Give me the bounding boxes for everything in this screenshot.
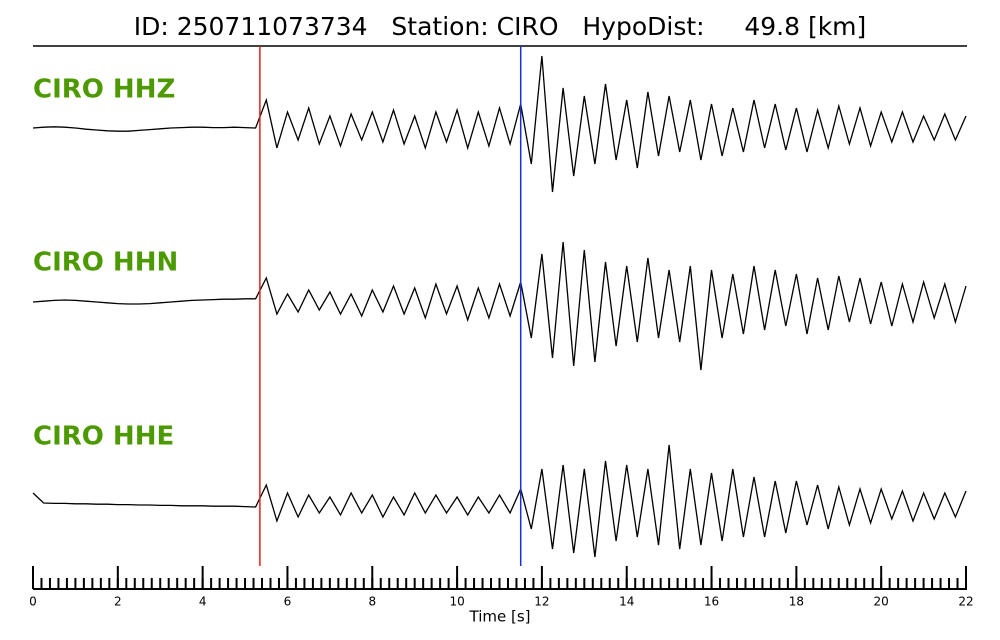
x-tick-label: 4 — [199, 595, 207, 609]
x-tick-label: 2 — [114, 595, 122, 609]
x-tick-label: 6 — [284, 595, 292, 609]
x-tick-label: 22 — [958, 595, 973, 609]
x-tick-label: 20 — [874, 595, 889, 609]
trace-label: CIRO HHN — [33, 248, 178, 278]
x-tick-label: 12 — [534, 595, 549, 609]
waveform — [32, 444, 967, 558]
trace-label: CIRO HHZ — [33, 75, 175, 105]
chart-title: ID: 250711073734 Station: CIRO HypoDist:… — [134, 12, 867, 41]
trace-label: CIRO HHE — [33, 422, 174, 452]
x-tick-label: 0 — [29, 595, 37, 609]
x-tick-label: 8 — [368, 595, 376, 609]
x-tick-label: 18 — [789, 595, 804, 609]
x-axis-label: Time [s] — [469, 608, 531, 626]
x-tick-label: 16 — [704, 595, 719, 609]
x-tick-label: 14 — [619, 595, 634, 609]
x-tick-label: 10 — [449, 595, 464, 609]
waveform — [32, 241, 967, 371]
waveform — [32, 55, 967, 193]
